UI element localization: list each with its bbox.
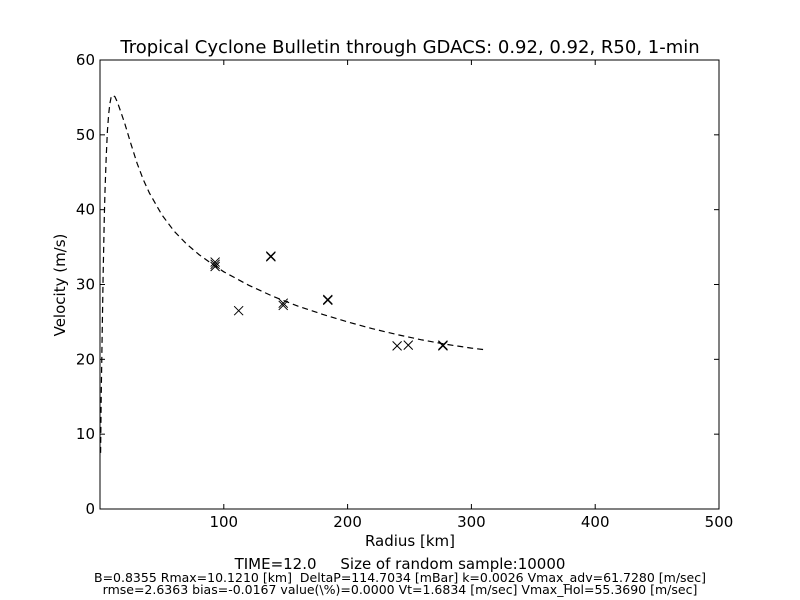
x-axis-label: Radius [km]	[365, 532, 455, 550]
x-tick-label-2: 300	[457, 513, 486, 531]
data-point-1	[210, 261, 220, 272]
x-tick-label-3: 400	[581, 513, 610, 531]
x-tick-label-1: 200	[333, 513, 362, 531]
footer-parameters: B=0.8355 Rmax=10.1210 [km] DeltaP=114.70…	[94, 570, 706, 585]
y-tick-label-5: 50	[76, 126, 95, 144]
footer-time-sample: TIME=12.0 Size of random sample:10000	[234, 555, 566, 573]
y-axis-label: Velocity (m/s)	[51, 234, 69, 337]
y-tick-label-6: 60	[76, 51, 95, 69]
chart-title: Tropical Cyclone Bulletin through GDACS:…	[119, 37, 699, 58]
x-tick-label-0: 100	[209, 513, 238, 531]
y-tick-label-3: 30	[76, 276, 95, 294]
y-tick-label-0: 0	[85, 500, 95, 518]
data-point-10	[392, 341, 402, 351]
plot-area: 100 200 300 400 500 0 10 20 30 40 50 60	[76, 51, 733, 531]
y-tick-label-1: 10	[76, 425, 95, 443]
data-point-4	[265, 251, 276, 262]
footer-statistics: rmse=2.6363 bias=-0.0167 value(\%)=0.000…	[102, 582, 698, 597]
data-point-12	[438, 340, 448, 350]
data-point-6	[278, 300, 289, 311]
x-tick-label-4: 500	[705, 513, 734, 531]
holland-profile-line	[100, 94, 484, 453]
plot-frame	[99, 59, 720, 510]
data-point-0	[210, 257, 220, 267]
y-tick-label-2: 20	[76, 350, 95, 368]
y-tick-label-4: 40	[76, 201, 95, 219]
data-point-13	[438, 341, 448, 351]
data-point-5	[265, 251, 276, 261]
data-point-9	[322, 295, 333, 306]
data-point-11	[403, 340, 414, 350]
data-point-7	[278, 298, 289, 309]
data-point-8	[322, 294, 333, 305]
data-point-3	[233, 305, 244, 316]
data-point-2	[210, 259, 220, 270]
